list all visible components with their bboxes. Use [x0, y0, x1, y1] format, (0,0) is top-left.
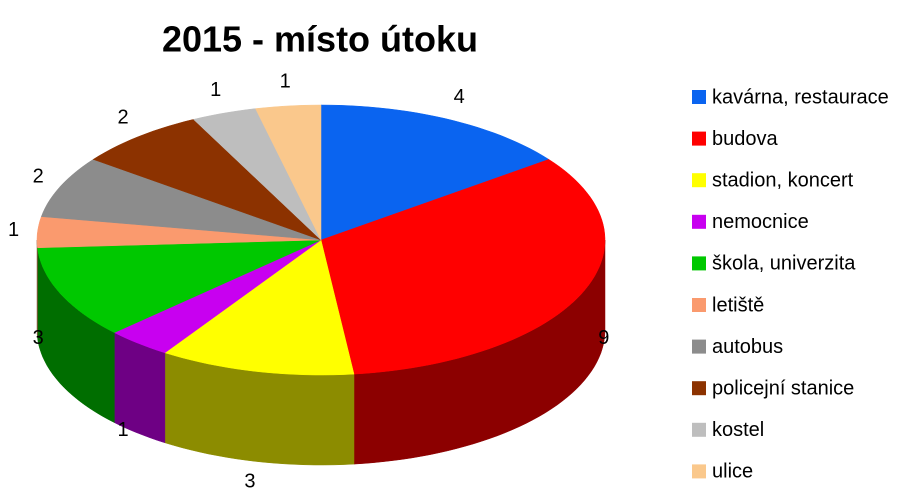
legend-swatch — [692, 256, 706, 271]
legend-swatch — [692, 90, 706, 104]
data-label: 9 — [598, 327, 609, 349]
chart-title: 2015 - místo útoku — [162, 19, 478, 60]
pie-slice — [320, 104, 550, 241]
legend-label: letiště — [712, 294, 764, 316]
legend-label: kavárna, restaurace — [712, 86, 889, 108]
legend-label: nemocnice — [712, 211, 809, 233]
legend-label: budova — [712, 128, 778, 150]
legend-swatch — [692, 464, 706, 479]
data-label: 1 — [280, 70, 291, 92]
data-label: 2 — [117, 106, 128, 128]
pie-slice — [92, 119, 322, 241]
pie-slice — [113, 239, 322, 354]
pie-slice — [164, 239, 355, 376]
pie-side — [36, 239, 38, 338]
legend-swatch — [692, 131, 706, 146]
data-label: 1 — [117, 419, 128, 441]
legend-swatch — [692, 339, 706, 354]
legend-swatch — [692, 381, 706, 396]
pie-slice — [40, 159, 322, 241]
data-label: 2 — [33, 165, 44, 187]
legend-label: kostel — [712, 419, 764, 441]
legend-swatch — [692, 214, 706, 229]
data-label: 1 — [210, 79, 221, 101]
legend-label: škola, univerzita — [712, 253, 856, 275]
legend-label: policejní stanice — [712, 377, 854, 399]
pie-slice — [192, 108, 322, 241]
data-label: 1 — [8, 219, 19, 241]
legend-label: autobus — [712, 336, 783, 358]
data-label: 3 — [33, 327, 44, 349]
legend-swatch — [692, 298, 706, 312]
legend-swatch — [692, 422, 706, 437]
legend-label: stadion, koncert — [712, 169, 854, 191]
pie-slice — [255, 104, 322, 241]
data-label: 3 — [244, 471, 255, 493]
pie-slice — [320, 159, 606, 375]
pie-slice — [36, 216, 322, 249]
legend-label: ulice — [712, 461, 753, 483]
pie-slice — [37, 239, 322, 333]
data-label: 4 — [454, 86, 465, 108]
legend-swatch — [692, 173, 706, 188]
